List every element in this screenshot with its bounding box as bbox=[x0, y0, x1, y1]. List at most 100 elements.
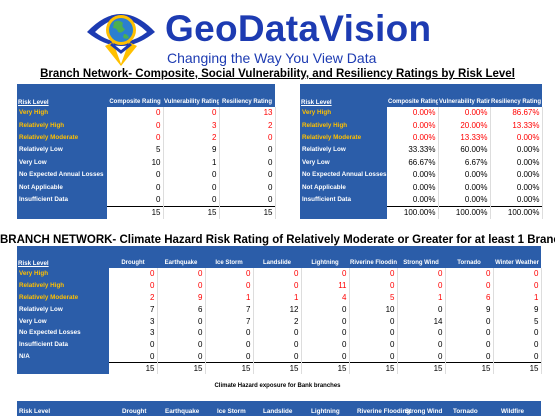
totals-row: 15 15 15 15 15 15 15 15 15 bbox=[17, 361, 542, 375]
cell: 0.00% bbox=[387, 168, 439, 182]
table-row: Insufficient Data 0.00% 0.00% 0.00% bbox=[300, 193, 543, 207]
column-header: Risk Level bbox=[300, 84, 387, 107]
cell: 0 bbox=[107, 119, 164, 132]
cell: 7 bbox=[205, 315, 254, 327]
total-cell: 15 bbox=[445, 361, 494, 375]
cell: 0.00% bbox=[490, 168, 543, 182]
cell: 0 bbox=[349, 315, 398, 327]
row-label: No Expected Annual Losses bbox=[300, 168, 387, 182]
cell: 0.00% bbox=[387, 193, 439, 207]
cell: 0.00% bbox=[387, 181, 439, 194]
cell: 9 bbox=[445, 303, 494, 316]
cell: 10 bbox=[349, 303, 398, 316]
column-header: Riverine Flooding bbox=[349, 246, 397, 268]
cell: 60.00% bbox=[438, 144, 491, 157]
table-row: Relatively Low 7 6 7 12 0 10 0 9 9 bbox=[17, 303, 542, 316]
total-cell: 15 bbox=[349, 361, 398, 375]
cell: 0.00% bbox=[387, 131, 439, 145]
cell: 0 bbox=[301, 315, 350, 327]
cell: 0 bbox=[107, 168, 164, 182]
cell: 0 bbox=[219, 168, 276, 182]
cell: 0 bbox=[205, 268, 254, 280]
cell: 0 bbox=[253, 268, 302, 280]
table-row: Not Applicable 0 0 0 bbox=[17, 181, 276, 194]
cell: 0 bbox=[349, 268, 398, 280]
column-header: Ice Storm bbox=[217, 408, 246, 415]
total-cell: 15 bbox=[109, 361, 158, 375]
cell: 0 bbox=[205, 350, 254, 363]
cell: 20.00% bbox=[438, 119, 491, 132]
table-row: N/A 0 0 0 0 0 0 0 0 0 bbox=[17, 350, 542, 363]
table-row: No Expected Annual Losses 0 0 0 bbox=[17, 168, 276, 182]
table-row: No Expected Annual Losses 0.00% 0.00% 0.00% bbox=[300, 168, 543, 182]
cell: 0 bbox=[397, 303, 446, 316]
row-label: Not Applicable bbox=[300, 181, 387, 194]
cell: 0.00% bbox=[387, 107, 439, 120]
table-row: Relatively Moderate 0 2 0 bbox=[17, 131, 276, 145]
column-header: Landslide bbox=[263, 408, 293, 415]
row-label: Very Low bbox=[17, 156, 107, 169]
cell: 0 bbox=[445, 268, 494, 280]
cell: 7 bbox=[109, 303, 158, 316]
cell: 0.00% bbox=[490, 156, 543, 169]
table-caption: Climate Hazard exposure for Bank branche… bbox=[214, 383, 341, 389]
column-header: Winter Weather bbox=[493, 246, 541, 268]
column-header: Strong Wind bbox=[397, 246, 445, 268]
cell: 0 bbox=[349, 326, 398, 339]
column-header: Tornado bbox=[453, 408, 478, 415]
column-header: Ice Storm bbox=[205, 246, 253, 268]
column-header: Riverine Flooding bbox=[357, 408, 411, 415]
cell: 0 bbox=[157, 279, 206, 292]
cell: 0 bbox=[445, 279, 494, 292]
row-label: Very Low bbox=[300, 156, 387, 169]
total-cell: 100.00% bbox=[490, 205, 543, 219]
total-cell: 15 bbox=[163, 205, 220, 219]
table-row: Very High 0 0 0 0 0 0 0 0 0 bbox=[17, 268, 542, 280]
row-label: Relatively High bbox=[17, 119, 107, 132]
cell: 0 bbox=[253, 279, 302, 292]
table-row: No Expected Losses 3 0 0 0 0 0 0 0 0 bbox=[17, 326, 542, 339]
row-label: Insufficient Data bbox=[17, 193, 107, 207]
cell: 0 bbox=[493, 338, 542, 351]
column-header: Drought bbox=[109, 246, 157, 268]
cell: 33.33% bbox=[387, 144, 439, 157]
column-header: Risk Level bbox=[19, 408, 51, 415]
total-cell: 15 bbox=[253, 361, 302, 375]
cell: 0 bbox=[163, 168, 220, 182]
cell: 0 bbox=[397, 350, 446, 363]
cell: 0.00% bbox=[438, 181, 491, 194]
cell: 0 bbox=[219, 144, 276, 157]
table-row: Very Low 66.67% 6.67% 0.00% bbox=[300, 156, 543, 169]
cell: 3 bbox=[109, 326, 158, 339]
row-label: Relatively Low bbox=[17, 303, 109, 316]
cell: 0 bbox=[397, 268, 446, 280]
cell: 0.00% bbox=[490, 193, 543, 207]
cell: 0 bbox=[157, 338, 206, 351]
cell: 13.33% bbox=[438, 131, 491, 145]
cell: 0 bbox=[493, 268, 542, 280]
row-label: Relatively Moderate bbox=[17, 291, 109, 304]
table-row: Relatively High 0.00% 20.00% 13.33% bbox=[300, 119, 543, 132]
total-cell: 100.00% bbox=[438, 205, 491, 219]
cell: 2 bbox=[109, 291, 158, 304]
row-label: Insufficient Data bbox=[300, 193, 387, 207]
row-label: Very Low bbox=[17, 315, 109, 327]
column-header: Tornado bbox=[445, 246, 493, 268]
cell: 9 bbox=[157, 291, 206, 304]
row-label: Relatively Moderate bbox=[17, 131, 107, 145]
cell: 0 bbox=[163, 193, 220, 207]
column-header: Earthquake bbox=[157, 246, 205, 268]
cell: 0 bbox=[301, 303, 350, 316]
table-row: Relatively Moderate 0.00% 13.33% 0.00% bbox=[300, 131, 543, 145]
next-table-header: Risk Level Drought Earthquake Ice Storm … bbox=[17, 401, 541, 416]
brand-name: GeoDataVision bbox=[165, 8, 432, 49]
cell: 2 bbox=[253, 315, 302, 327]
cell: 0 bbox=[157, 350, 206, 363]
cell: 0 bbox=[219, 131, 276, 145]
cell: 0 bbox=[107, 181, 164, 194]
blank-cell bbox=[17, 206, 107, 219]
cell: 0 bbox=[219, 193, 276, 207]
cell: 1 bbox=[493, 291, 542, 304]
cell: 0 bbox=[157, 326, 206, 339]
blank-cell bbox=[17, 362, 109, 375]
